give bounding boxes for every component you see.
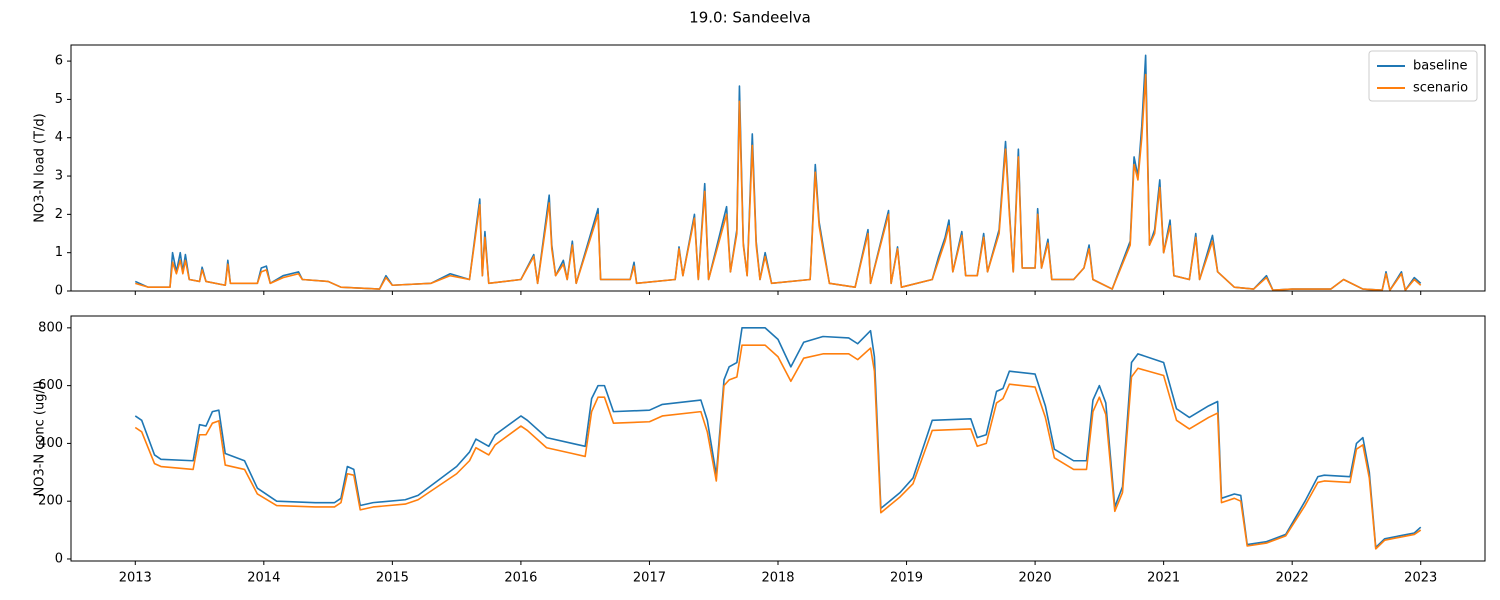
series-line [134, 344, 1422, 550]
x-tick-label: 2023 [1404, 571, 1437, 586]
y-tick-label: 200 [38, 494, 63, 509]
x-tick-label: 2013 [119, 571, 152, 586]
y-tick-label: 400 [38, 436, 63, 451]
axes-frame [70, 315, 1486, 562]
legend-label: baseline [1413, 59, 1467, 74]
y-tick-label: 0 [55, 551, 63, 566]
x-tick-label: 2018 [761, 571, 794, 586]
x-tick-label: 2017 [633, 571, 666, 586]
y-axis-label: NO3-N conc (ug/l) [33, 380, 48, 496]
x-tick-label: 2015 [376, 571, 409, 586]
x-tick-label: 2014 [247, 571, 280, 586]
y-tick-label: 3 [55, 169, 63, 184]
y-tick-label: 2 [55, 207, 63, 222]
figure-title: 19.0: Sandeelva [689, 9, 811, 27]
y-tick-label: 1 [55, 245, 63, 260]
axes-frame [70, 44, 1486, 292]
x-tick-label: 2019 [890, 571, 923, 586]
x-tick-label: 2016 [504, 571, 537, 586]
y-tick-label: 5 [55, 92, 63, 107]
legend-label: scenario [1413, 81, 1468, 96]
x-tick-label: 2020 [1019, 571, 1052, 586]
y-axis-label: NO3-N load (T/d) [33, 113, 48, 222]
y-tick-label: 4 [55, 130, 63, 145]
x-tick-label: 2022 [1276, 571, 1309, 586]
y-tick-label: 6 [55, 54, 63, 69]
series-line [135, 73, 1422, 291]
series-line [134, 327, 1422, 549]
series-line [134, 54, 1422, 291]
y-tick-label: 0 [55, 284, 63, 299]
y-tick-label: 600 [38, 378, 63, 393]
x-tick-label: 2021 [1147, 571, 1180, 586]
y-tick-label: 800 [38, 320, 63, 335]
